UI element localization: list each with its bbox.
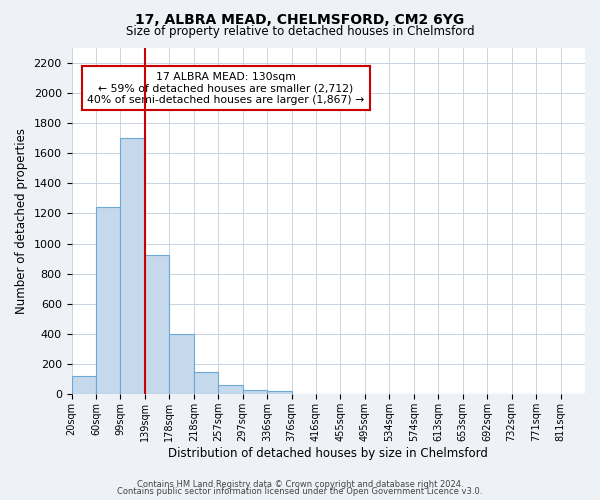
Bar [145,255,169,394]
Bar [169,334,194,394]
Text: 17, ALBRA MEAD, CHELMSFORD, CM2 6YG: 17, ALBRA MEAD, CHELMSFORD, CM2 6YG [136,12,464,26]
Bar [267,392,292,394]
Text: Contains HM Land Registry data © Crown copyright and database right 2024.: Contains HM Land Registry data © Crown c… [137,480,463,489]
Text: 17 ALBRA MEAD: 130sqm
← 59% of detached houses are smaller (2,712)
40% of semi-d: 17 ALBRA MEAD: 130sqm ← 59% of detached … [87,72,364,105]
Y-axis label: Number of detached properties: Number of detached properties [15,128,28,314]
Bar [71,376,96,394]
Bar [218,384,242,394]
Bar [194,372,218,394]
Bar [242,390,267,394]
Bar [96,206,121,394]
Text: Contains public sector information licensed under the Open Government Licence v3: Contains public sector information licen… [118,487,482,496]
X-axis label: Distribution of detached houses by size in Chelmsford: Distribution of detached houses by size … [169,447,488,460]
Bar [121,138,145,394]
Text: Size of property relative to detached houses in Chelmsford: Size of property relative to detached ho… [125,25,475,38]
